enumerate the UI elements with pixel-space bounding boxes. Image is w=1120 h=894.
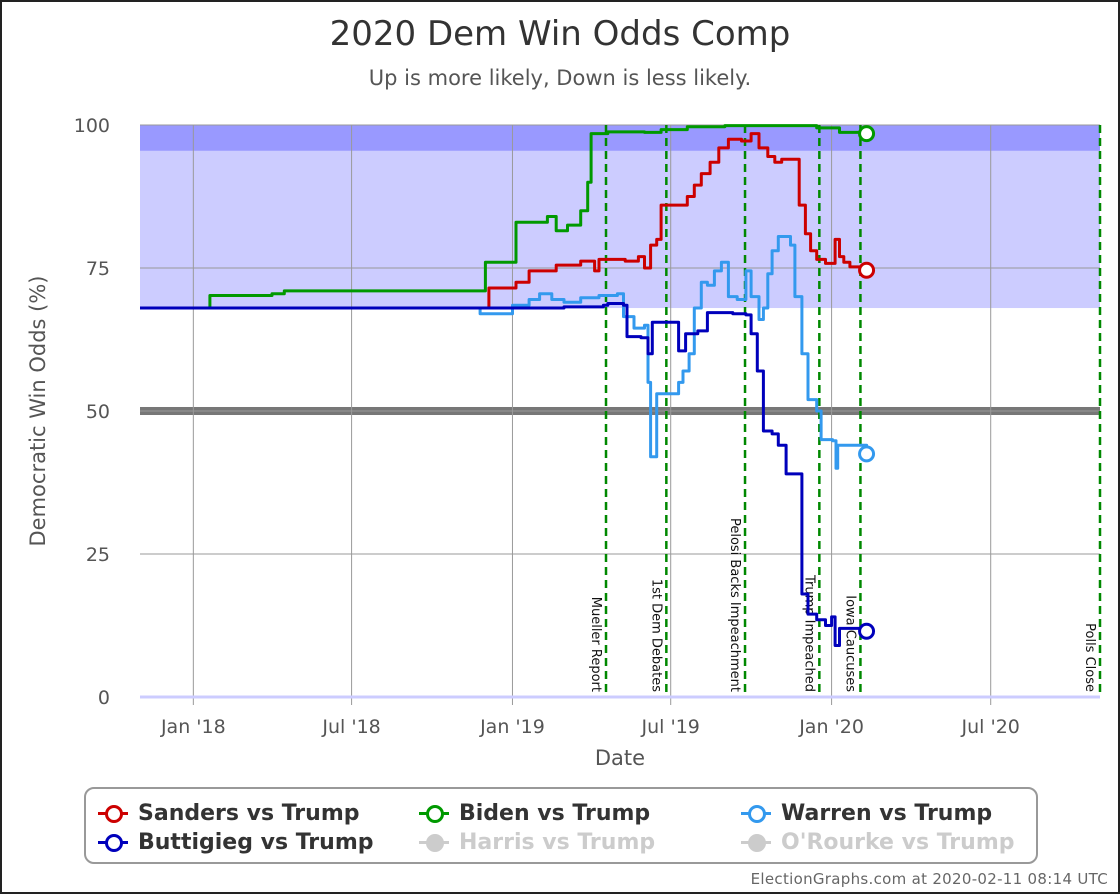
- legend-item-orourke[interactable]: O'Rourke vs Trump: [741, 829, 1015, 855]
- legend-item-buttigieg[interactable]: Buttigieg vs Trump: [98, 829, 374, 855]
- x-tick-label: Jan '20: [798, 716, 864, 738]
- legend-item-sanders[interactable]: Sanders vs Trump: [98, 800, 360, 826]
- probability-bands: [140, 125, 1100, 416]
- series-line: [140, 302, 869, 647]
- legend-symbol-icon: [741, 832, 771, 852]
- series-line: [140, 132, 869, 310]
- y-tick-label: 100: [74, 115, 110, 137]
- series-endpoint: [858, 125, 876, 143]
- legend-label: O'Rourke vs Trump: [781, 829, 1015, 855]
- x-tick-label: Jul '20: [961, 716, 1020, 738]
- band: [140, 125, 1100, 151]
- legend-symbol-icon: [98, 832, 128, 852]
- event-markers: Mueller Report 1st Dem Debates Pelosi Back…: [588, 125, 1102, 697]
- x-tick-label: Jul '18: [321, 716, 380, 738]
- legend-label: Harris vs Trump: [459, 829, 656, 855]
- legend-symbol-icon: [98, 803, 128, 823]
- x-tick-label: Jan '19: [479, 716, 545, 738]
- y-tick-label: 50: [86, 401, 110, 423]
- event-label: 1st Dem Debates: [648, 579, 663, 692]
- x-axis-label: Date: [595, 746, 645, 770]
- y-tick-label: 25: [86, 544, 110, 566]
- legend-symbol-icon: [741, 803, 771, 823]
- x-tick-label: Jan '18: [160, 716, 226, 738]
- event-label: Mueller Report: [588, 597, 603, 692]
- legend-symbol-icon: [419, 832, 449, 852]
- legend-symbol-icon: [419, 803, 449, 823]
- chart-subtitle: Up is more likely, Down is less likely.: [368, 66, 752, 90]
- y-tick-label: 75: [86, 258, 110, 280]
- series-lines: [140, 124, 876, 647]
- series-line: [140, 124, 869, 310]
- y-axis-label: Democratic Win Odds (%): [26, 275, 50, 546]
- legend-label: Biden vs Trump: [459, 800, 651, 826]
- legend-item-warren[interactable]: Warren vs Trump: [741, 800, 992, 826]
- legend-item-biden[interactable]: Biden vs Trump: [419, 800, 650, 826]
- y-tick-label: 0: [98, 687, 110, 709]
- series-line: [140, 235, 869, 470]
- event-label: Polls Close: [1082, 623, 1097, 692]
- legend: Sanders vs Trump Biden vs Trump Warren v…: [84, 787, 1038, 864]
- event-label: Pelosi Backs Impeachment: [727, 518, 742, 692]
- legend-item-harris[interactable]: Harris vs Trump: [419, 829, 655, 855]
- x-tick-label: Jul '19: [641, 716, 700, 738]
- event-label: Iowa Caucuses: [842, 595, 857, 692]
- chart-title: 2020 Dem Win Odds Comp: [329, 14, 791, 54]
- series-endpoint: [858, 261, 876, 279]
- legend-label: Warren vs Trump: [781, 800, 993, 826]
- band: [140, 125, 1100, 309]
- series-endpoint: [858, 622, 876, 640]
- event-label: Trump Impeached: [801, 574, 816, 692]
- credits-link[interactable]: ElectionGraphs.com at 2020-02-11 08:14 U…: [750, 870, 1108, 888]
- series-endpoint: [858, 445, 876, 463]
- legend-label: Sanders vs Trump: [138, 800, 360, 826]
- axes: 0 25 50 75 100 Jan '18 Jul '18 Jan '19 Jul '19 Ja…: [74, 115, 1100, 738]
- chart-plot-area: 0 25 50 75 100 Jan '18 Jul '18 Jan '19 Jul '19 Ja…: [26, 115, 1102, 770]
- legend-label: Buttigieg vs Trump: [138, 829, 374, 855]
